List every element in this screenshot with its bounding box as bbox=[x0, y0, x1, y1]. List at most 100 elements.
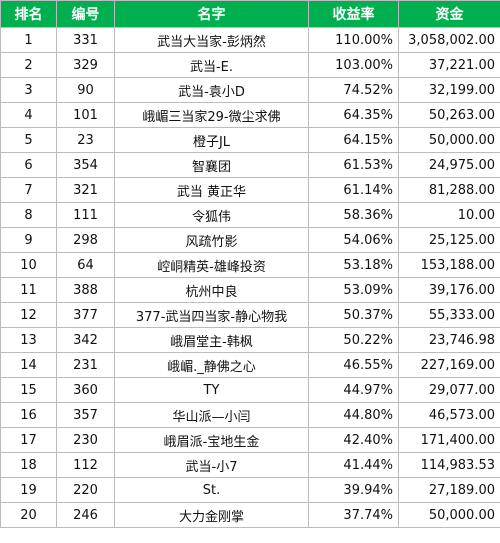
cell-rate: 61.53% bbox=[308, 152, 399, 178]
table-body: 1 331 武当大当家-彭炳然 110.00% 3,058,002.00 2 329 武当-E… bbox=[0, 27, 500, 528]
cell-id: 377 bbox=[56, 302, 115, 328]
table-row: 13 342 峨眉堂主-韩枫 50.22% 23,746.98 bbox=[0, 327, 500, 353]
cell-id: 331 bbox=[56, 27, 115, 53]
cell-rate: 44.80% bbox=[308, 402, 399, 428]
cell-id: 342 bbox=[56, 327, 115, 353]
cell-rate: 44.97% bbox=[308, 377, 399, 403]
table-row: 4 101 峨嵋三当家29-微尘求佛 64.35% 50,263.00 bbox=[0, 102, 500, 128]
ranking-table: 排名 编号 名字 收益率 资金 1 331 武当大当家-彭炳然 110.00% 3,05… bbox=[0, 0, 500, 528]
cell-name: 华山派—小闫 bbox=[114, 402, 309, 428]
cell-id: 111 bbox=[56, 202, 115, 228]
cell-rate: 74.52% bbox=[308, 77, 399, 103]
cell-id: 354 bbox=[56, 152, 115, 178]
cell-rank: 13 bbox=[0, 327, 57, 353]
cell-rank: 2 bbox=[0, 52, 57, 78]
table-row: 2 329 武当-E. 103.00% 37,221.00 bbox=[0, 52, 500, 78]
cell-name: 武当大当家-彭炳然 bbox=[114, 27, 309, 53]
cell-name: 智襄团 bbox=[114, 152, 309, 178]
cell-fund: 55,333.00 bbox=[398, 302, 500, 328]
cell-id: 246 bbox=[56, 502, 115, 528]
cell-id: 90 bbox=[56, 77, 115, 103]
cell-fund: 50,263.00 bbox=[398, 102, 500, 128]
table-row: 20 246 大力金刚掌 37.74% 50,000.00 bbox=[0, 502, 500, 528]
table-row: 10 64 崆峒精英-雄峰投资 53.18% 153,188.00 bbox=[0, 252, 500, 278]
cell-rank: 5 bbox=[0, 127, 57, 153]
cell-name: 峨眉派-宝地生金 bbox=[114, 427, 309, 453]
cell-rate: 46.55% bbox=[308, 352, 399, 378]
cell-fund: 10.00 bbox=[398, 202, 500, 228]
cell-name: 武当-E. bbox=[114, 52, 309, 78]
cell-fund: 114,983.53 bbox=[398, 452, 500, 478]
cell-fund: 153,188.00 bbox=[398, 252, 500, 278]
cell-rank: 1 bbox=[0, 27, 57, 53]
cell-name: 峨眉堂主-韩枫 bbox=[114, 327, 309, 353]
cell-id: 231 bbox=[56, 352, 115, 378]
cell-fund: 24,975.00 bbox=[398, 152, 500, 178]
cell-rank: 4 bbox=[0, 102, 57, 128]
header-name: 名字 bbox=[114, 0, 309, 28]
cell-id: 23 bbox=[56, 127, 115, 153]
cell-rank: 12 bbox=[0, 302, 57, 328]
cell-name: 武当-袁小D bbox=[114, 77, 309, 103]
cell-name: 武当 黄正华 bbox=[114, 177, 309, 203]
table-row: 16 357 华山派—小闫 44.80% 46,573.00 bbox=[0, 402, 500, 428]
cell-name: 377-武当四当家-静心物我 bbox=[114, 302, 309, 328]
cell-fund: 50,000.00 bbox=[398, 502, 500, 528]
cell-rate: 103.00% bbox=[308, 52, 399, 78]
cell-id: 329 bbox=[56, 52, 115, 78]
table-row: 6 354 智襄团 61.53% 24,975.00 bbox=[0, 152, 500, 178]
table-row: 12 377 377-武当四当家-静心物我 50.37% 55,333.00 bbox=[0, 302, 500, 328]
header-id: 编号 bbox=[56, 0, 115, 28]
cell-id: 298 bbox=[56, 227, 115, 253]
table-row: 5 23 橙子JL 64.15% 50,000.00 bbox=[0, 127, 500, 153]
cell-name: St. bbox=[114, 477, 309, 503]
header-rate: 收益率 bbox=[308, 0, 399, 28]
cell-id: 357 bbox=[56, 402, 115, 428]
cell-name: 峨嵋._静佛之心 bbox=[114, 352, 309, 378]
cell-name: 令狐伟 bbox=[114, 202, 309, 228]
cell-fund: 27,189.00 bbox=[398, 477, 500, 503]
cell-id: 64 bbox=[56, 252, 115, 278]
cell-id: 101 bbox=[56, 102, 115, 128]
header-row: 排名 编号 名字 收益率 资金 bbox=[0, 0, 500, 28]
cell-fund: 50,000.00 bbox=[398, 127, 500, 153]
table-row: 14 231 峨嵋._静佛之心 46.55% 227,169.00 bbox=[0, 352, 500, 378]
header-rank: 排名 bbox=[0, 0, 57, 28]
cell-rate: 64.35% bbox=[308, 102, 399, 128]
cell-name: 崆峒精英-雄峰投资 bbox=[114, 252, 309, 278]
cell-name: 杭州中良 bbox=[114, 277, 309, 303]
table-row: 18 112 武当-小7 41.44% 114,983.53 bbox=[0, 452, 500, 478]
cell-fund: 227,169.00 bbox=[398, 352, 500, 378]
table-row: 11 388 杭州中良 53.09% 39,176.00 bbox=[0, 277, 500, 303]
cell-name: 武当-小7 bbox=[114, 452, 309, 478]
cell-id: 230 bbox=[56, 427, 115, 453]
cell-rate: 42.40% bbox=[308, 427, 399, 453]
cell-rank: 14 bbox=[0, 352, 57, 378]
cell-id: 360 bbox=[56, 377, 115, 403]
cell-id: 321 bbox=[56, 177, 115, 203]
table-row: 8 111 令狐伟 58.36% 10.00 bbox=[0, 202, 500, 228]
table-row: 19 220 St. 39.94% 27,189.00 bbox=[0, 477, 500, 503]
cell-name: 峨嵋三当家29-微尘求佛 bbox=[114, 102, 309, 128]
cell-fund: 37,221.00 bbox=[398, 52, 500, 78]
table-row: 3 90 武当-袁小D 74.52% 32,199.00 bbox=[0, 77, 500, 103]
cell-rank: 6 bbox=[0, 152, 57, 178]
cell-rank: 16 bbox=[0, 402, 57, 428]
cell-fund: 3,058,002.00 bbox=[398, 27, 500, 53]
cell-rate: 61.14% bbox=[308, 177, 399, 203]
cell-rate: 39.94% bbox=[308, 477, 399, 503]
table-row: 1 331 武当大当家-彭炳然 110.00% 3,058,002.00 bbox=[0, 27, 500, 53]
cell-rank: 11 bbox=[0, 277, 57, 303]
cell-fund: 39,176.00 bbox=[398, 277, 500, 303]
cell-id: 220 bbox=[56, 477, 115, 503]
table-row: 17 230 峨眉派-宝地生金 42.40% 171,400.00 bbox=[0, 427, 500, 453]
cell-name: TY bbox=[114, 377, 309, 403]
cell-rate: 64.15% bbox=[308, 127, 399, 153]
cell-name: 大力金刚掌 bbox=[114, 502, 309, 528]
cell-fund: 171,400.00 bbox=[398, 427, 500, 453]
cell-rank: 9 bbox=[0, 227, 57, 253]
table-row: 7 321 武当 黄正华 61.14% 81,288.00 bbox=[0, 177, 500, 203]
cell-rank: 17 bbox=[0, 427, 57, 453]
cell-rate: 50.22% bbox=[308, 327, 399, 353]
cell-rate: 37.74% bbox=[308, 502, 399, 528]
